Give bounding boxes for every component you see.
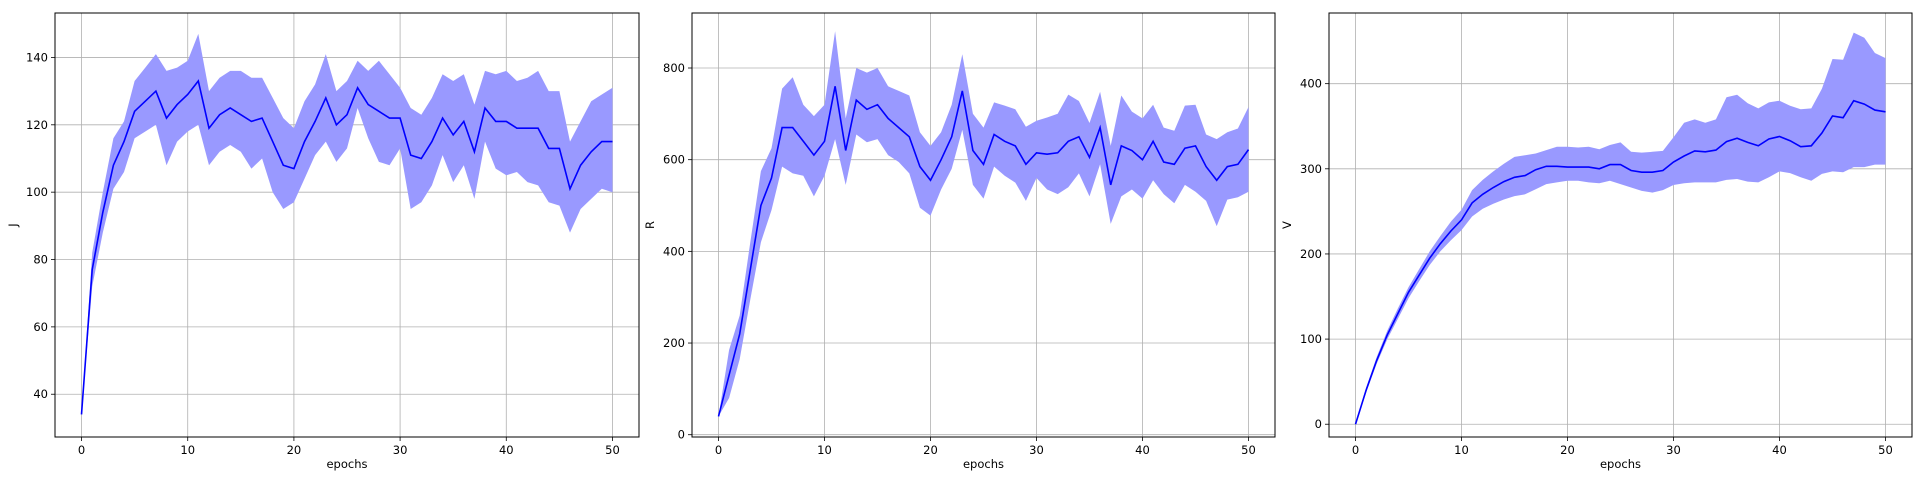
mean-line: [1354, 99, 1886, 425]
x-tick-label: 40: [1772, 443, 1787, 457]
y-tick-label: 140: [26, 50, 48, 64]
chart-panel-J: 0 10 20 30 40 50 40 60 80 100 120 140 epochs J: [6, 12, 640, 471]
x-tick-label: 20: [287, 443, 302, 457]
axes-frame: [691, 12, 1276, 438]
y-tick-label: 40: [33, 387, 48, 401]
x-tick-label: 10: [1454, 443, 1469, 457]
axes-frame: [1328, 12, 1913, 438]
y-axis-label: J: [6, 223, 20, 227]
y-tick-label: 400: [1300, 77, 1322, 91]
x-tick-label: 50: [1241, 443, 1256, 457]
x-tick-label: 10: [817, 443, 832, 457]
y-tick-label: 800: [663, 61, 685, 75]
x-axis-label: epochs: [326, 457, 367, 471]
y-tick-label: 200: [1300, 247, 1322, 261]
chart-panel-R: 0 10 20 30 40 50 0 200 400 600 800 epochs R: [643, 12, 1276, 471]
x-tick-label: 0: [715, 443, 722, 457]
x-tick-label: 20: [923, 443, 938, 457]
x-tick-label: 10: [180, 443, 195, 457]
y-tick-label: 400: [663, 244, 685, 258]
x-tick-label: 40: [1135, 443, 1150, 457]
confidence-band: [81, 33, 613, 415]
chart-panel-V: 0 10 20 30 40 50 0 100 200 300 400 epochs V: [1280, 12, 1913, 471]
y-tick-label: 0: [1315, 417, 1322, 431]
y-tick-label: 0: [678, 428, 685, 442]
x-tick-label: 40: [499, 443, 514, 457]
y-tick-label: 100: [26, 185, 48, 199]
confidence-band: [718, 31, 1249, 417]
y-axis-label: V: [1280, 221, 1294, 229]
mean-line: [80, 79, 613, 415]
x-tick-label: 20: [1560, 443, 1575, 457]
y-tick-label: 300: [1300, 162, 1322, 176]
x-axis-label: epochs: [963, 457, 1004, 471]
y-tick-label: 200: [663, 336, 685, 350]
y-tick-label: 100: [1300, 332, 1322, 346]
x-tick-label: 30: [1666, 443, 1681, 457]
y-axis-label: R: [643, 221, 657, 229]
x-tick-label: 0: [78, 443, 85, 457]
x-tick-label: 50: [1878, 443, 1893, 457]
y-tick-label: 80: [33, 253, 48, 267]
x-tick-label: 0: [1352, 443, 1359, 457]
x-tick-label: 50: [605, 443, 620, 457]
axes-frame: [54, 12, 640, 438]
x-tick-label: 30: [1029, 443, 1044, 457]
x-axis-label: epochs: [1600, 457, 1641, 471]
y-tick-label: 600: [663, 153, 685, 167]
y-tick-label: 60: [33, 320, 48, 334]
y-tick-label: 120: [26, 118, 48, 132]
mean-line: [717, 86, 1250, 417]
x-tick-label: 30: [393, 443, 408, 457]
confidence-band: [1355, 32, 1886, 425]
